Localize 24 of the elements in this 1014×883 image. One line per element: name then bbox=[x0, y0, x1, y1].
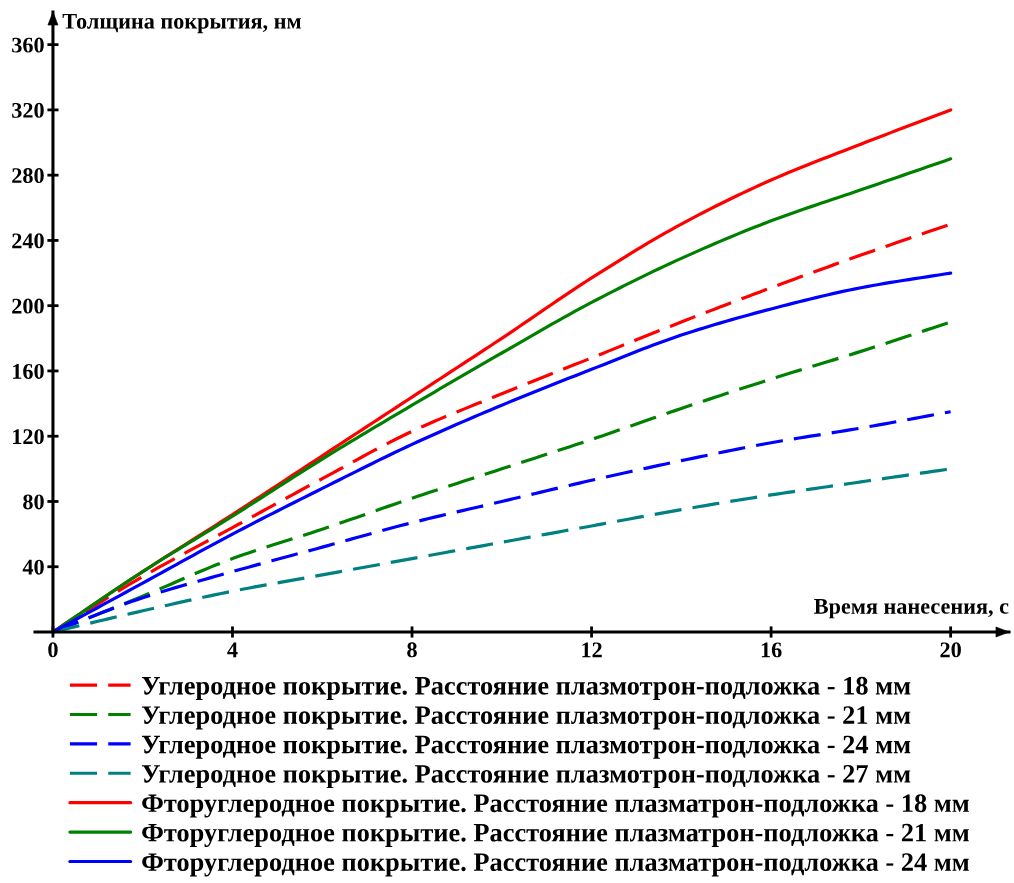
y-tick-label: 120 bbox=[13, 429, 44, 445]
y-tick-label: 280 bbox=[12, 168, 44, 184]
y-tick-label: 320 bbox=[12, 102, 44, 118]
x-tick-label: 12 bbox=[582, 642, 602, 658]
y-axis-title: Толщина покрытия, нм bbox=[62, 13, 301, 34]
legend-label: Фторуглеродное покрытие. Расстояние плазматрон-подложка - 18 мм bbox=[142, 794, 969, 818]
x-tick-label: 20 bbox=[940, 642, 961, 658]
y-tick-label: 360 bbox=[12, 37, 44, 53]
y-tick-label: 240 bbox=[12, 233, 44, 249]
y-tick-label: 160 bbox=[13, 363, 44, 379]
y-tick-label: 200 bbox=[12, 298, 44, 314]
y-tick-label: 80 bbox=[23, 494, 44, 510]
y-tick-label: 40 bbox=[22, 559, 44, 575]
legend-label: Углеродное покрытие. Расстояние плазмотрон-подложка - 24 мм bbox=[141, 735, 911, 759]
x-tick-label: 8 bbox=[407, 642, 417, 658]
x-tick-label: 0 bbox=[48, 642, 58, 658]
legend-label: Фторуглеродное покрытие. Расстояние плазматрон-подложка - 24 мм bbox=[142, 853, 969, 877]
x-tick-label: 16 bbox=[761, 642, 782, 658]
legend-label: Углеродное покрытие. Расстояние плазмотрон-подложка - 21 мм bbox=[141, 706, 911, 730]
x-axis-title: Время нанесения, с bbox=[814, 599, 1009, 619]
legend-label: Углеродное покрытие. Расстояние плазмотрон-подложка - 18 мм bbox=[141, 676, 911, 701]
legend-label: Углеродное покрытие. Расстояние плазмотрон-подложка - 27 мм bbox=[141, 765, 911, 789]
legend-label: Фторуглеродное покрытие. Расстояние плазматрон-подложка - 21 мм bbox=[142, 823, 969, 848]
x-tick-label: 4 bbox=[227, 642, 238, 658]
